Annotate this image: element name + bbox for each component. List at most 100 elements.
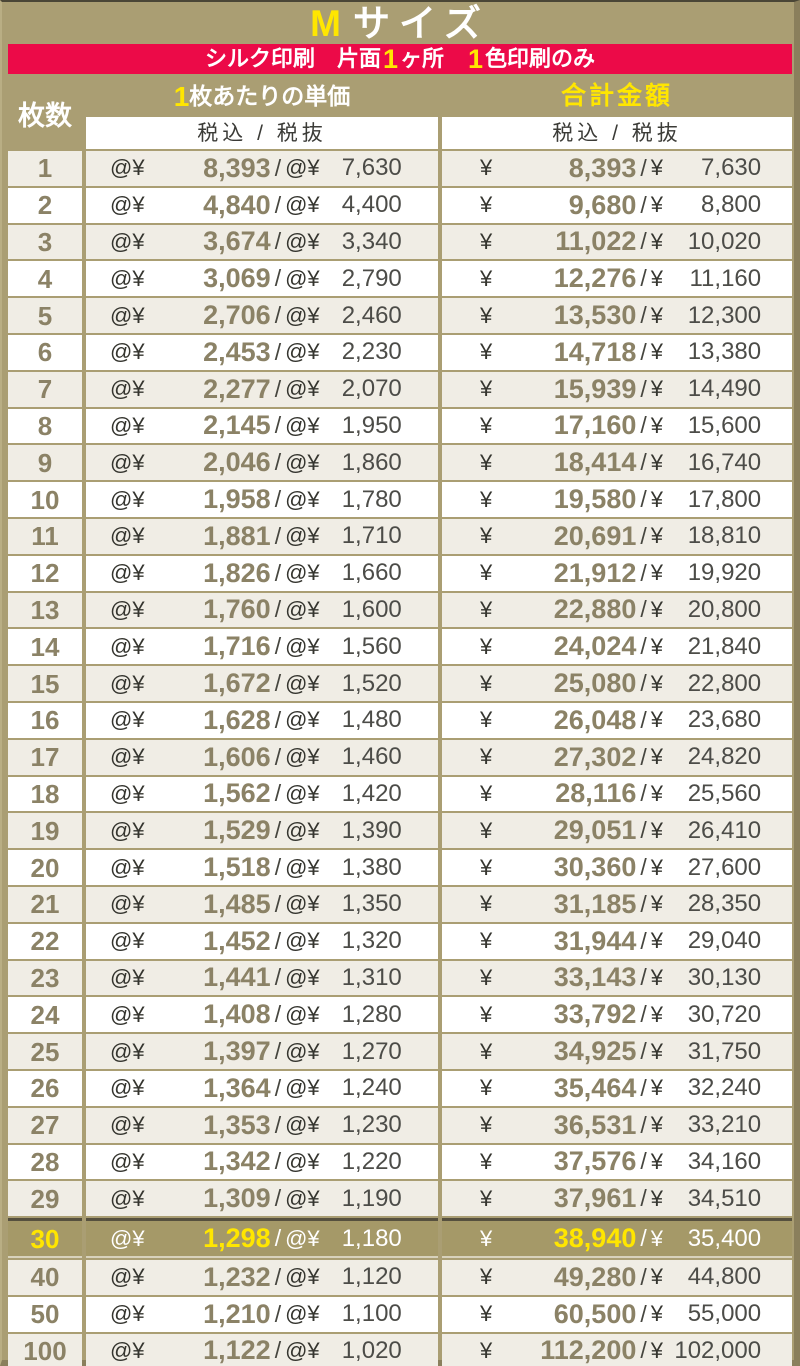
- unit-currency-symbol: @¥: [285, 670, 326, 696]
- total-price-tax-included: 21,912: [553, 557, 637, 588]
- unit-price-tax-excluded: 1,390: [341, 816, 402, 844]
- unit-price-cell: @¥ 1,672/@¥ 1,520: [86, 666, 438, 701]
- total-price-cell: ¥ 8,393/¥ 7,630: [442, 151, 792, 186]
- unit-price-cell: @¥ 1,529/@¥ 1,390: [86, 813, 438, 849]
- price-separator: /: [640, 412, 647, 439]
- unit-currency-symbol: @¥: [110, 302, 151, 328]
- price-separator: /: [640, 1337, 647, 1364]
- total-currency-symbol: ¥: [650, 155, 670, 181]
- unit-currency-symbol: @¥: [285, 376, 326, 402]
- total-price-tax-excluded: 31,750: [687, 1037, 762, 1065]
- total-currency-symbol: ¥: [650, 1112, 670, 1138]
- unit-currency-symbol: @¥: [110, 1001, 151, 1027]
- total-currency-symbol: ¥: [480, 412, 499, 438]
- price-separator: /: [274, 375, 282, 402]
- price-separator: /: [274, 449, 282, 476]
- table-row: 1 @¥ 8,393/@¥ 7,630 ¥ 8,393/¥ 7,630: [8, 151, 792, 186]
- total-currency-symbol: ¥: [650, 891, 670, 917]
- table-row: 29 @¥ 1,309/@¥ 1,190 ¥ 37,961/¥ 34,510: [8, 1181, 792, 1217]
- total-price-cell: ¥ 28,116/¥ 25,560: [442, 776, 792, 812]
- table-row: 11 @¥ 1,881/@¥ 1,710 ¥ 20,691/¥ 18,810: [8, 518, 792, 554]
- price-separator: /: [640, 265, 647, 292]
- table-header: 枚数 1 枚あたりの単価 税込 / 税抜 合計金額 税込 / 税抜: [8, 76, 792, 151]
- quantity-cell: 28: [8, 1144, 82, 1180]
- total-price-cell: ¥ 9,680/¥ 8,800: [442, 187, 792, 223]
- unit-currency-symbol: @¥: [110, 523, 151, 549]
- unit-price-tax-included: 1,606: [203, 741, 271, 772]
- total-price-tax-included: 20,691: [553, 520, 637, 551]
- total-price-tax-excluded: 12,300: [687, 301, 762, 329]
- unit-currency-symbol: @¥: [110, 560, 151, 586]
- unit-currency-symbol: @¥: [110, 1264, 151, 1290]
- total-price-tax-included: 12,276: [553, 263, 637, 294]
- unit-currency-symbol: @¥: [285, 891, 326, 917]
- unit-currency-symbol: @¥: [110, 633, 151, 659]
- total-currency-symbol: ¥: [650, 302, 670, 328]
- unit-price-tax-excluded: 2,070: [341, 375, 402, 403]
- total-price-cell: ¥ 60,500/¥ 55,000: [442, 1296, 792, 1332]
- total-price-tax-excluded: 102,000: [674, 1336, 762, 1364]
- total-currency-symbol: ¥: [650, 1264, 670, 1290]
- unit-currency-symbol: @¥: [110, 817, 151, 843]
- table-row: 17 @¥ 1,606/@¥ 1,460 ¥ 27,302/¥ 24,820: [8, 739, 792, 775]
- total-price-tax-excluded: 55,000: [687, 1300, 762, 1328]
- quantity-cell: 10: [8, 482, 82, 517]
- total-price-cell: ¥ 22,880/¥ 20,800: [442, 592, 792, 628]
- total-price-tax-excluded: 34,510: [687, 1184, 762, 1212]
- price-separator: /: [274, 890, 282, 917]
- total-currency-symbol: ¥: [650, 928, 670, 954]
- table-row: 9 @¥ 2,046/@¥ 1,860 ¥ 18,414/¥ 16,740: [8, 445, 792, 481]
- price-separator: /: [274, 486, 282, 513]
- unit-price-cell: @¥ 1,562/@¥ 1,420: [86, 776, 438, 812]
- unit-price-cell: @¥ 2,706/@¥ 2,460: [86, 298, 438, 333]
- unit-currency-symbol: @¥: [110, 707, 151, 733]
- unit-price-cell: @¥ 1,606/@¥ 1,460: [86, 739, 438, 775]
- price-separator: /: [274, 1185, 282, 1212]
- total-currency-symbol: ¥: [650, 670, 670, 696]
- total-price-cell: ¥ 34,925/¥ 31,750: [442, 1034, 792, 1069]
- price-separator: /: [274, 854, 282, 881]
- unit-currency-symbol: @¥: [285, 523, 326, 549]
- quantity-cell: 21: [8, 886, 82, 922]
- unit-currency-symbol: @¥: [110, 155, 151, 181]
- unit-price-cell: @¥ 1,397/@¥ 1,270: [86, 1034, 438, 1069]
- total-price-tax-included: 49,280: [553, 1261, 637, 1292]
- price-separator: /: [274, 338, 282, 365]
- unit-price-cell: @¥ 1,958/@¥ 1,780: [86, 482, 438, 517]
- unit-price-tax-included: 1,826: [203, 557, 271, 588]
- unit-price-tax-included: 1,562: [203, 778, 271, 809]
- total-price-tax-excluded: 33,210: [687, 1111, 762, 1139]
- unit-currency-symbol: @¥: [285, 560, 326, 586]
- total-price-cell: ¥ 27,302/¥ 24,820: [442, 739, 792, 775]
- total-price-cell: ¥ 33,143/¥ 30,130: [442, 960, 792, 996]
- quantity-cell: 23: [8, 960, 82, 996]
- price-separator: /: [640, 743, 647, 770]
- price-separator: /: [640, 596, 647, 623]
- unit-currency-symbol: @¥: [285, 817, 326, 843]
- price-separator: /: [274, 1263, 282, 1290]
- unit-price-tax-excluded: 1,270: [341, 1037, 402, 1065]
- total-price-tax-included: 33,143: [553, 962, 637, 993]
- total-currency-symbol: ¥: [480, 302, 499, 328]
- price-separator: /: [640, 449, 647, 476]
- unit-price-cell: @¥ 1,342/@¥ 1,220: [86, 1144, 438, 1180]
- total-price-tax-excluded: 19,920: [687, 559, 762, 587]
- unit-price-tax-excluded: 1,190: [341, 1184, 402, 1212]
- total-price-cell: ¥ 11,022/¥ 10,020: [442, 224, 792, 260]
- unit-currency-symbol: @¥: [285, 265, 326, 291]
- unit-currency-symbol: @¥: [285, 1038, 326, 1064]
- quantity-cell: 2: [8, 187, 82, 223]
- price-separator: /: [640, 1225, 647, 1251]
- unit-price-cell: @¥ 1,881/@¥ 1,710: [86, 518, 438, 554]
- quantity-cell: 6: [8, 334, 82, 370]
- total-currency-symbol: ¥: [480, 376, 499, 402]
- unit-currency-symbol: @¥: [110, 192, 151, 218]
- unit-price-cell: @¥ 1,716/@¥ 1,560: [86, 629, 438, 665]
- price-separator: /: [640, 191, 647, 218]
- price-separator: /: [640, 1111, 647, 1138]
- page-title: M サイズ: [8, 2, 792, 44]
- total-price-cell: ¥ 21,912/¥ 19,920: [442, 555, 792, 591]
- total-currency-symbol: ¥: [480, 523, 499, 549]
- total-price-tax-excluded: 34,160: [687, 1147, 762, 1175]
- table-row: 28 @¥ 1,342/@¥ 1,220 ¥ 37,576/¥ 34,160: [8, 1144, 792, 1180]
